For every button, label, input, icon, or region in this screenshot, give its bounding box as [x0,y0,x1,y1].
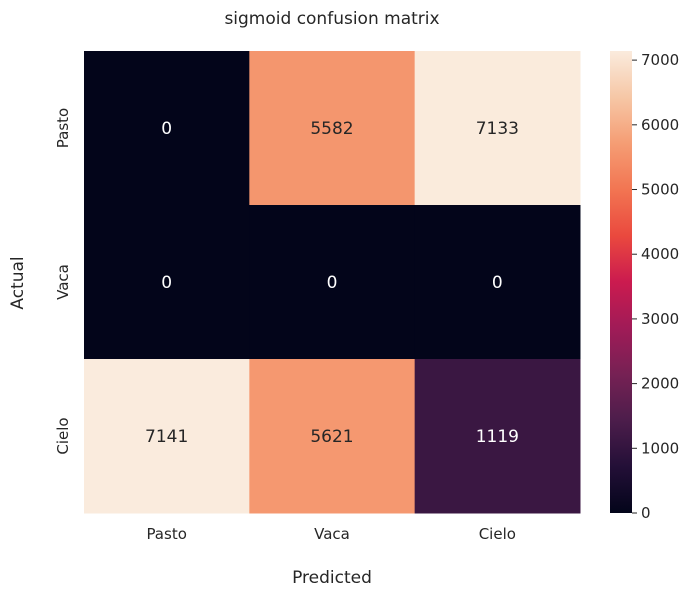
y-tick-label: Vaca [54,264,72,300]
colorbar-tick-label: 1000 [641,439,679,457]
heatmap-cell [249,205,416,360]
heatmap-cell [414,51,581,206]
cell-value-label: 0 [492,273,503,293]
y-tick-labels: Pasto Vaca Cielo [54,108,72,455]
heatmap-cell [249,359,416,514]
cell-value-label: 5621 [310,427,353,447]
colorbar-tick-label: 7000 [641,51,679,69]
cell-value-label: 0 [327,273,338,293]
heatmap-cells: 0 5582 7133 0 0 0 7141 5621 1119 [84,51,581,514]
x-tick-labels: Pasto Vaca Cielo [146,525,515,543]
cell-value-label: 7133 [476,119,519,139]
colorbar-tick-label: 6000 [641,116,679,134]
cell-value-label: 1119 [476,427,519,447]
cell-value-label: 5582 [310,119,353,139]
heatmap-cell [249,51,416,206]
cell-value-label: 0 [161,273,172,293]
x-tick-label: Vaca [314,525,350,543]
colorbar [610,51,632,513]
colorbar-tick-label: 3000 [641,310,679,328]
cell-value-label: 0 [161,119,172,139]
y-axis-label: Actual [8,256,28,309]
colorbar-tick-label: 4000 [641,245,679,263]
heatmap-cell [84,51,250,206]
heatmap-cell [414,359,581,514]
colorbar-tick-label: 2000 [641,375,679,393]
x-tick-label: Pasto [146,525,186,543]
cell-value-label: 7141 [145,427,188,447]
x-tick-label: Cielo [479,525,516,543]
colorbar-tick-label: 0 [641,504,651,522]
heatmap-cell [414,205,581,360]
x-axis-label: Predicted [292,568,372,588]
y-tick-label: Pasto [54,108,72,148]
colorbar-tick-label: 5000 [641,181,679,199]
y-tick-label: Cielo [54,417,72,454]
heatmap-cell [84,205,250,360]
heatmap-cell [84,359,250,514]
colorbar-ticks: 0 1000 2000 3000 4000 5000 6000 7000 [632,51,679,522]
chart-title: sigmoid confusion matrix [224,9,439,29]
